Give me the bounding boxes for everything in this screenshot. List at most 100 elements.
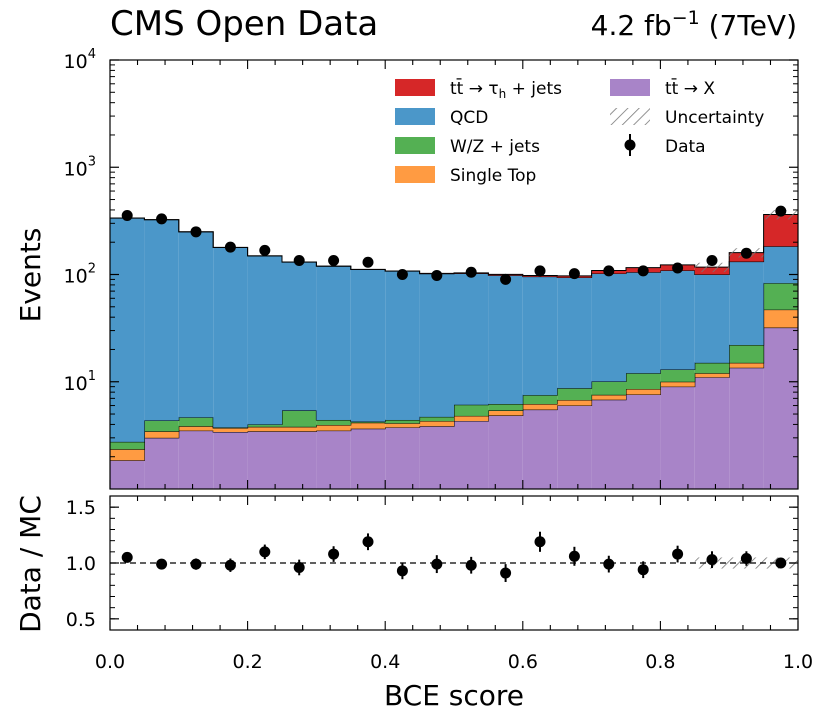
x-tick-label-4: 0.8 xyxy=(645,651,675,673)
bar-3-3 xyxy=(213,247,248,428)
bar-1-3 xyxy=(213,428,248,432)
ratio-point-17 xyxy=(706,554,718,566)
ratio-point-11 xyxy=(500,567,512,579)
data-point-6 xyxy=(328,255,340,267)
data-point-4 xyxy=(259,244,271,256)
bar-1-15 xyxy=(626,389,661,395)
legend-label-tt-x: tt̄ → X xyxy=(665,77,715,99)
bar-0-12 xyxy=(522,409,558,489)
bar-0-17 xyxy=(694,377,730,489)
bar-1-16 xyxy=(660,381,695,387)
bar-2-17 xyxy=(694,362,730,374)
bar-2-10 xyxy=(454,404,489,416)
data-point-0 xyxy=(121,209,133,221)
bar-0-16 xyxy=(660,386,695,489)
bar-2-14 xyxy=(591,381,626,395)
bar-1-13 xyxy=(557,400,592,406)
bar-3-15 xyxy=(626,272,661,374)
ratio-point-4 xyxy=(259,546,271,558)
bar-3-16 xyxy=(660,270,695,370)
bar-0-9 xyxy=(419,426,454,489)
ratio-point-2 xyxy=(190,558,202,570)
x-tick-label-5: 1.0 xyxy=(783,651,813,673)
ratio-point-8 xyxy=(396,565,408,577)
bar-2-15 xyxy=(626,373,661,390)
bar-3-7 xyxy=(350,269,386,422)
data-point-8 xyxy=(396,269,408,280)
data-point-19 xyxy=(775,205,787,217)
legend-label-single-top: Single Top xyxy=(450,166,536,186)
series-0 xyxy=(110,327,798,489)
bar-1-4 xyxy=(247,426,282,432)
bar-3-10 xyxy=(454,273,489,405)
legend-marker-data xyxy=(624,134,636,156)
bar-3-0 xyxy=(110,218,145,442)
legend: tt̄ → τh + jets QCD W/Z + jets Single To… xyxy=(395,77,764,186)
data-point-14 xyxy=(603,265,615,277)
bar-2-5 xyxy=(282,410,317,427)
bar-3-17 xyxy=(694,274,730,363)
bar-3-13 xyxy=(557,277,592,389)
data-point-9 xyxy=(431,269,443,281)
bar-3-1 xyxy=(144,219,179,421)
bar-3-11 xyxy=(488,275,523,405)
bar-1-14 xyxy=(591,394,626,400)
ratio-point-18 xyxy=(740,553,752,565)
bar-0-0 xyxy=(110,460,145,489)
ratio-axes: 0.5 1.0 1.5 0.0 0.2 0.4 0.6 0.8 1.0 xyxy=(66,496,813,673)
ratio-point-3 xyxy=(224,559,236,571)
bar-2-0 xyxy=(110,441,145,450)
bar-1-6 xyxy=(316,425,351,431)
y-axis-label-ratio: Data / MC xyxy=(14,495,47,633)
x-tick-label-2: 0.4 xyxy=(370,651,400,673)
stacked-histogram xyxy=(110,210,798,489)
data-point-15 xyxy=(637,265,649,277)
bar-3-19 xyxy=(763,246,798,284)
ratio-point-5 xyxy=(293,561,305,573)
bar-2-2 xyxy=(178,417,214,427)
bar-3-9 xyxy=(419,273,454,417)
bar-0-19 xyxy=(763,327,798,489)
bar-0-1 xyxy=(144,437,179,489)
bar-3-4 xyxy=(247,255,282,425)
bar-2-11 xyxy=(488,404,523,411)
bar-0-8 xyxy=(385,427,420,489)
bar-3-5 xyxy=(282,262,317,411)
ratio-point-7 xyxy=(362,536,374,548)
y-tick-label-main-0: 101 xyxy=(64,369,96,395)
bar-2-1 xyxy=(144,420,179,432)
bar-2-7 xyxy=(350,421,386,423)
bar-2-4 xyxy=(247,424,282,427)
bar-2-18 xyxy=(729,345,764,363)
bar-1-19 xyxy=(763,309,798,328)
legend-swatch-qcd xyxy=(395,108,435,125)
bar-3-12 xyxy=(522,276,558,396)
bar-1-18 xyxy=(729,362,764,368)
ratio-point-13 xyxy=(568,550,580,562)
legend-swatch-single-top xyxy=(395,166,435,183)
main-axes: 101 102 103 104 xyxy=(64,47,799,489)
bar-3-6 xyxy=(316,266,351,420)
bar-0-14 xyxy=(591,399,626,489)
bar-1-5 xyxy=(282,426,317,432)
bar-2-6 xyxy=(316,419,351,426)
legend-label-tt-tauh: tt̄ → τh + jets xyxy=(450,77,562,101)
data-point-10 xyxy=(465,266,477,278)
data-point-17 xyxy=(706,255,718,267)
bar-1-10 xyxy=(454,415,489,422)
bar-1-11 xyxy=(488,410,523,416)
bar-0-3 xyxy=(213,431,248,489)
legend-label-wz-jets: W/Z + jets xyxy=(450,137,540,157)
bar-2-16 xyxy=(660,369,695,382)
x-tick-label-1: 0.2 xyxy=(232,651,262,673)
bar-3-18 xyxy=(729,261,764,346)
bar-1-17 xyxy=(694,373,730,378)
bar-1-9 xyxy=(419,421,454,427)
bar-0-4 xyxy=(247,431,282,489)
x-axis-label: BCE score xyxy=(384,679,524,712)
bar-2-13 xyxy=(557,388,592,401)
legend-swatch-uncertainty xyxy=(610,108,650,125)
main-uncertainty-17 xyxy=(694,262,730,273)
y-tick-label-main-1: 102 xyxy=(64,262,96,288)
bar-1-1 xyxy=(144,431,179,438)
